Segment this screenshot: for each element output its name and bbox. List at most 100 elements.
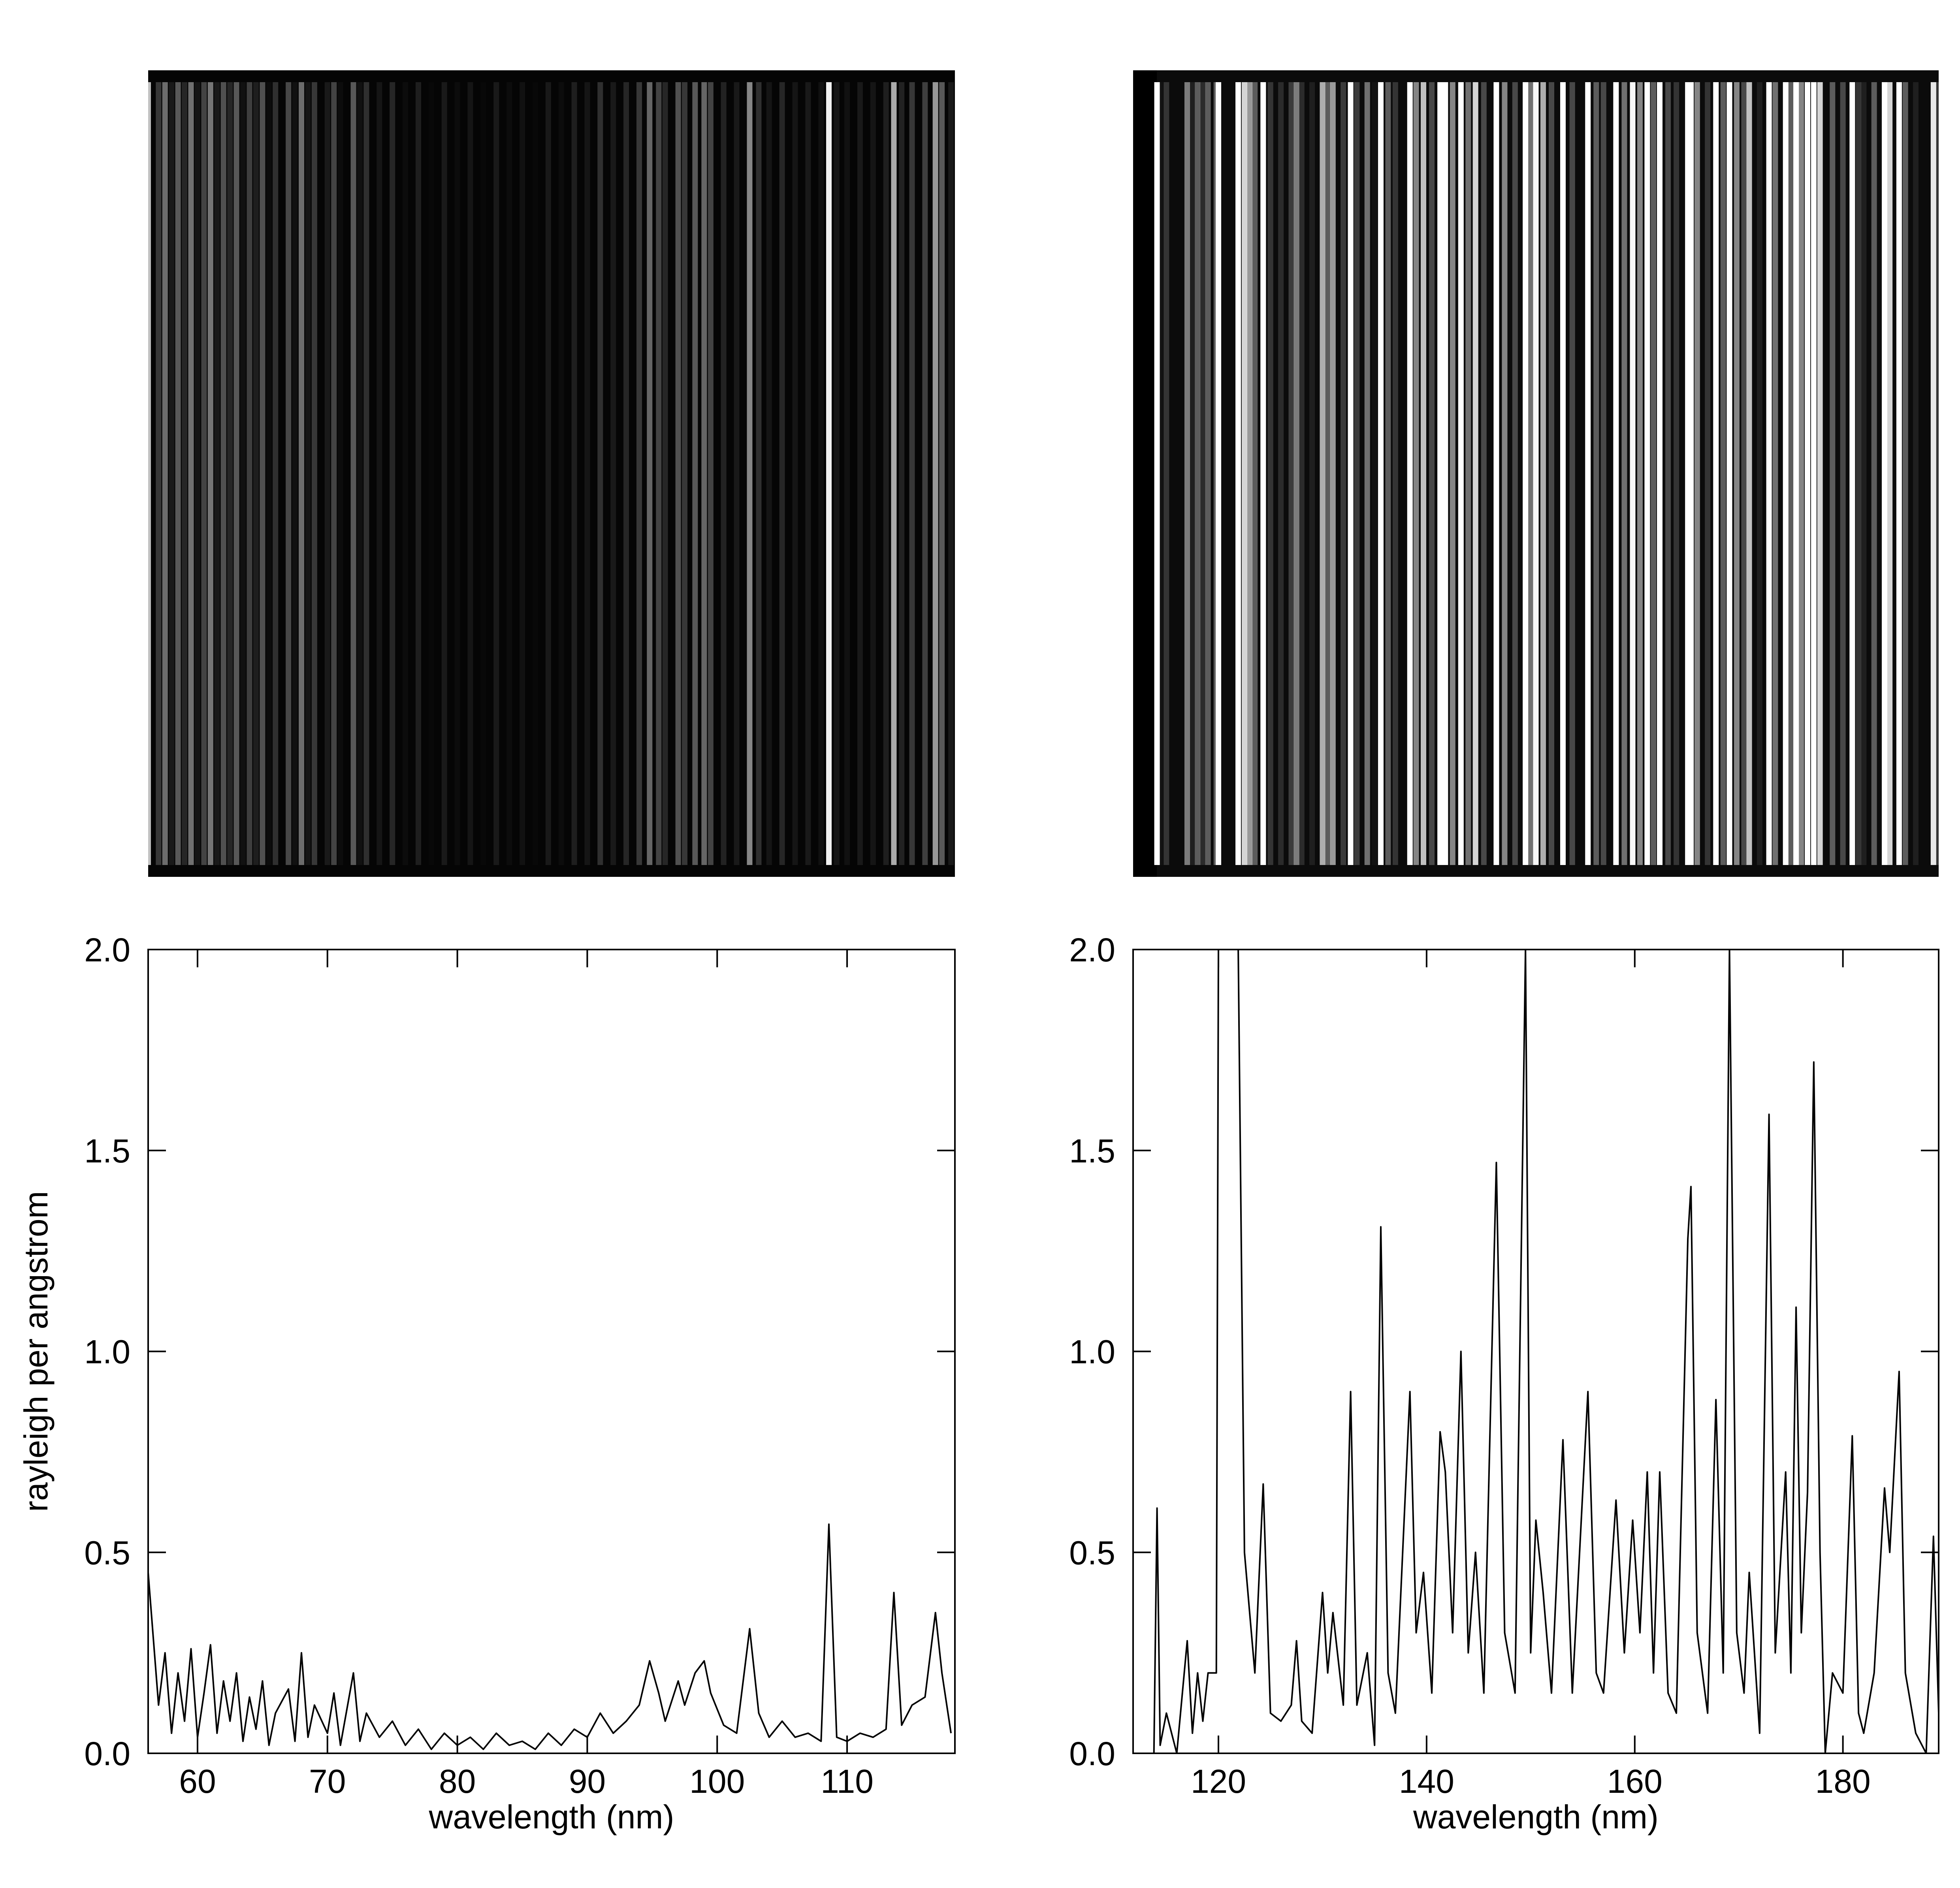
image-stripe xyxy=(1385,82,1391,865)
image-stripe xyxy=(1325,82,1331,865)
image-stripe xyxy=(1260,82,1266,865)
image-stripe xyxy=(175,82,181,865)
image-stripe xyxy=(1267,82,1273,865)
image-stripe xyxy=(357,82,363,865)
x-tick-label: 90 xyxy=(569,1763,606,1800)
image-stripe xyxy=(286,82,292,865)
image-stripe xyxy=(1830,82,1836,865)
image-stripe xyxy=(377,82,382,865)
image-stripe xyxy=(1354,82,1360,865)
image-stripe xyxy=(805,82,811,865)
image-stripe xyxy=(844,82,850,865)
image-stripe xyxy=(939,82,945,865)
image-stripe xyxy=(1205,82,1211,865)
image-stripe xyxy=(1811,82,1817,865)
image-stripe xyxy=(233,82,239,865)
image-stripe xyxy=(1569,82,1575,865)
image-stripe xyxy=(1713,82,1719,865)
image-stripe xyxy=(1252,82,1258,865)
image-stripe xyxy=(1727,82,1732,865)
image-stripe xyxy=(429,82,434,865)
image-stripe xyxy=(1613,82,1619,865)
image-stripe xyxy=(1665,82,1671,865)
image-stripe xyxy=(220,82,226,865)
image-stripe xyxy=(792,82,798,865)
image-stripe xyxy=(870,82,876,865)
image-stripe xyxy=(467,82,473,865)
image-stripe xyxy=(1657,82,1663,865)
image-stripe xyxy=(1472,82,1478,865)
image-stripe xyxy=(1184,82,1190,865)
image-stripe xyxy=(338,82,343,865)
image-stripe xyxy=(1481,82,1487,865)
image-edge xyxy=(1133,70,1157,877)
image-stripe xyxy=(1896,82,1902,865)
image-stripe xyxy=(922,82,928,865)
image-stripe xyxy=(1805,82,1811,865)
image-stripe xyxy=(1817,82,1823,865)
image-stripe xyxy=(1493,82,1499,865)
y-tick-label: 2.0 xyxy=(1069,931,1115,968)
image-stripe xyxy=(292,82,298,865)
image-stripe xyxy=(708,82,714,865)
image-stripe xyxy=(1465,82,1471,865)
image-stripe xyxy=(1705,82,1711,865)
image-stripe xyxy=(520,82,525,865)
image-stripe xyxy=(1330,82,1336,865)
image-stripe xyxy=(1293,82,1299,865)
image-stripe xyxy=(682,82,688,865)
image-stripe xyxy=(1407,82,1413,865)
image-stripe xyxy=(1593,82,1599,865)
y-tick-label: 0.5 xyxy=(84,1534,130,1571)
image-stripe xyxy=(701,82,707,865)
image-stripe xyxy=(1849,82,1855,865)
image-stripe xyxy=(1644,82,1650,865)
image-stripe xyxy=(194,82,200,865)
image-stripe xyxy=(1309,82,1315,865)
image-stripe xyxy=(559,82,564,865)
image-stripe xyxy=(299,82,305,865)
y-tick-label: 1.5 xyxy=(1069,1132,1115,1170)
image-stripe xyxy=(1154,82,1160,865)
image-stripe xyxy=(1437,82,1443,865)
image-stripe xyxy=(1560,82,1566,865)
image-stripe xyxy=(891,82,897,865)
image-stripe xyxy=(350,82,356,865)
image-stripe xyxy=(675,82,681,865)
plot-clip xyxy=(1153,950,1939,1753)
image-stripe xyxy=(656,82,662,865)
image-stripe xyxy=(480,82,486,865)
image-stripe xyxy=(756,82,762,865)
image-stripe xyxy=(1936,82,1941,865)
x-tick-label: 110 xyxy=(821,1763,874,1800)
image-stripe xyxy=(214,82,220,865)
image-stripe xyxy=(1523,82,1529,865)
image-stripe xyxy=(1528,82,1534,865)
image-stripe xyxy=(1200,82,1206,865)
image-stripe xyxy=(1585,82,1591,865)
image-stripe xyxy=(857,82,863,865)
image-stripe xyxy=(156,82,162,865)
x-tick-label: 160 xyxy=(1607,1763,1663,1800)
image-stripe xyxy=(662,82,668,865)
image-stripe xyxy=(1413,82,1419,865)
image-stripe xyxy=(1630,82,1636,865)
image-stripe xyxy=(1216,82,1222,865)
image-stripe xyxy=(188,82,194,865)
spectrum-line xyxy=(1153,950,1939,1753)
image-stripe xyxy=(1502,82,1508,865)
image-stripe xyxy=(390,82,395,865)
image-stripe xyxy=(311,82,317,865)
image-stripe xyxy=(266,82,272,865)
image-stripe xyxy=(1372,82,1377,865)
image-stripe xyxy=(834,82,840,865)
image-stripe xyxy=(533,82,538,865)
image-stripe xyxy=(1902,82,1908,865)
image-stripe xyxy=(1694,82,1700,865)
x-axis-label: wavelength (nm) xyxy=(1413,1798,1659,1835)
y-tick-label: 1.0 xyxy=(1069,1333,1115,1371)
image-stripe xyxy=(145,82,151,865)
image-stripe xyxy=(818,82,824,865)
image-stripe xyxy=(647,82,653,865)
